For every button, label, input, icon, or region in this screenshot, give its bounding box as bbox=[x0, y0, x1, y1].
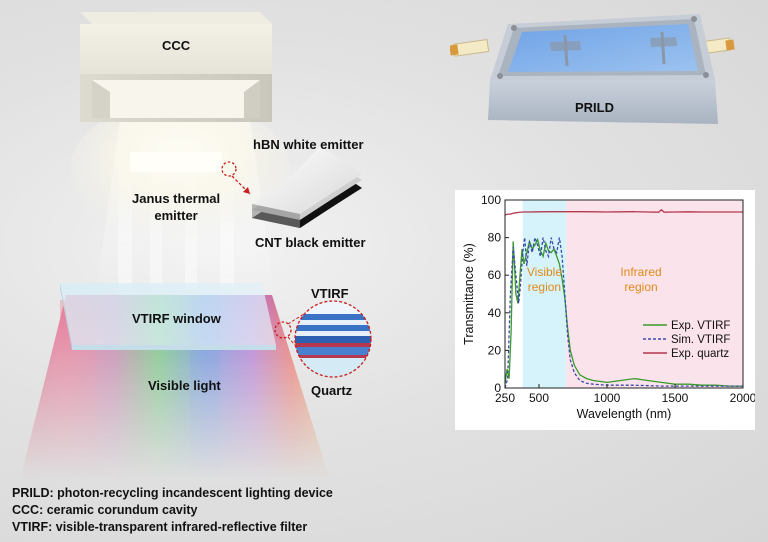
prild-right-pin bbox=[725, 39, 735, 51]
region-band-0 bbox=[522, 200, 567, 388]
vtirf-window bbox=[60, 283, 276, 350]
y-tick-label-4: 80 bbox=[488, 231, 502, 245]
legend-label-0: Exp. VTIRF bbox=[671, 320, 730, 332]
legend-prild: PRILD: photon-recycling incandescent lig… bbox=[12, 486, 333, 500]
y-tick-label-2: 40 bbox=[488, 306, 502, 320]
region-label-1-0: Infrared bbox=[620, 265, 661, 279]
legend-label-2: Exp. quartz bbox=[671, 348, 729, 360]
prild-left-pin bbox=[450, 44, 459, 56]
zoom-line-bottom bbox=[287, 336, 319, 373]
zoom-circle bbox=[221, 161, 237, 177]
y-tick-label-0: 0 bbox=[494, 381, 501, 395]
y-tick-label-3: 60 bbox=[488, 268, 502, 282]
cnt-emitter-label: CNT black emitter bbox=[255, 235, 366, 250]
region-label-1-1: region bbox=[624, 280, 657, 294]
emitter-stack bbox=[252, 146, 362, 228]
x-tick-label-4: 2000 bbox=[730, 391, 755, 405]
ccc-box bbox=[80, 12, 272, 122]
region-label-0-1: region bbox=[528, 280, 561, 294]
plot-frame bbox=[504, 199, 744, 389]
window-zoom-circle bbox=[274, 321, 292, 339]
legend-ccc: CCC: ceramic corundum cavity bbox=[12, 503, 198, 517]
legend-label-1: Sim. VTIRF bbox=[671, 334, 730, 346]
legend-vtirf: VTIRF: visible-transparent infrared-refl… bbox=[12, 520, 308, 534]
transmittance-chart-panel: 250 500 1000 1500 2000 0 20 40 60 80 100 Wavelength… bbox=[455, 190, 757, 430]
region-label-0-0: Visible bbox=[527, 265, 562, 279]
quartz-label: Quartz bbox=[311, 383, 353, 398]
device-illustration bbox=[20, 12, 372, 480]
prild-left-connector bbox=[452, 38, 490, 57]
y-tick-label-1: 20 bbox=[488, 343, 502, 357]
y-tick-label-5: 100 bbox=[481, 193, 501, 207]
transmittance-chart: 250 500 1000 1500 2000 0 20 40 60 80 100 Wavelength… bbox=[462, 193, 757, 421]
series-line-1 bbox=[504, 235, 743, 389]
series-line-2 bbox=[504, 208, 743, 216]
x-tick-label-0: 250 bbox=[495, 391, 515, 405]
janus-emitter bbox=[130, 152, 222, 172]
visible-light-label: Visible light bbox=[148, 378, 221, 393]
vtirf-window-label: VTIRF window bbox=[132, 311, 221, 326]
vtirf-layer-lens bbox=[294, 300, 372, 378]
x-axis-label: Wavelength (nm) bbox=[577, 407, 672, 421]
janus-emitter-label: Janus thermal emitter bbox=[132, 191, 221, 223]
ccc-label: CCC bbox=[162, 38, 191, 53]
series-line-0 bbox=[504, 237, 743, 387]
prild-device bbox=[450, 14, 735, 124]
hbn-emitter-label: hBN white emitter bbox=[253, 137, 364, 152]
x-tick-label-2: 1000 bbox=[594, 391, 621, 405]
x-tick-label-3: 1500 bbox=[662, 391, 689, 405]
x-tick-label-1: 500 bbox=[529, 391, 549, 405]
y-axis-label: Transmittance (%) bbox=[462, 243, 476, 345]
zoom-arrowhead bbox=[243, 187, 250, 194]
prild-label: PRILD bbox=[575, 100, 614, 115]
region-band-1 bbox=[566, 200, 743, 388]
vtirf-label: VTIRF bbox=[311, 286, 349, 301]
zoom-line-top bbox=[287, 304, 319, 325]
